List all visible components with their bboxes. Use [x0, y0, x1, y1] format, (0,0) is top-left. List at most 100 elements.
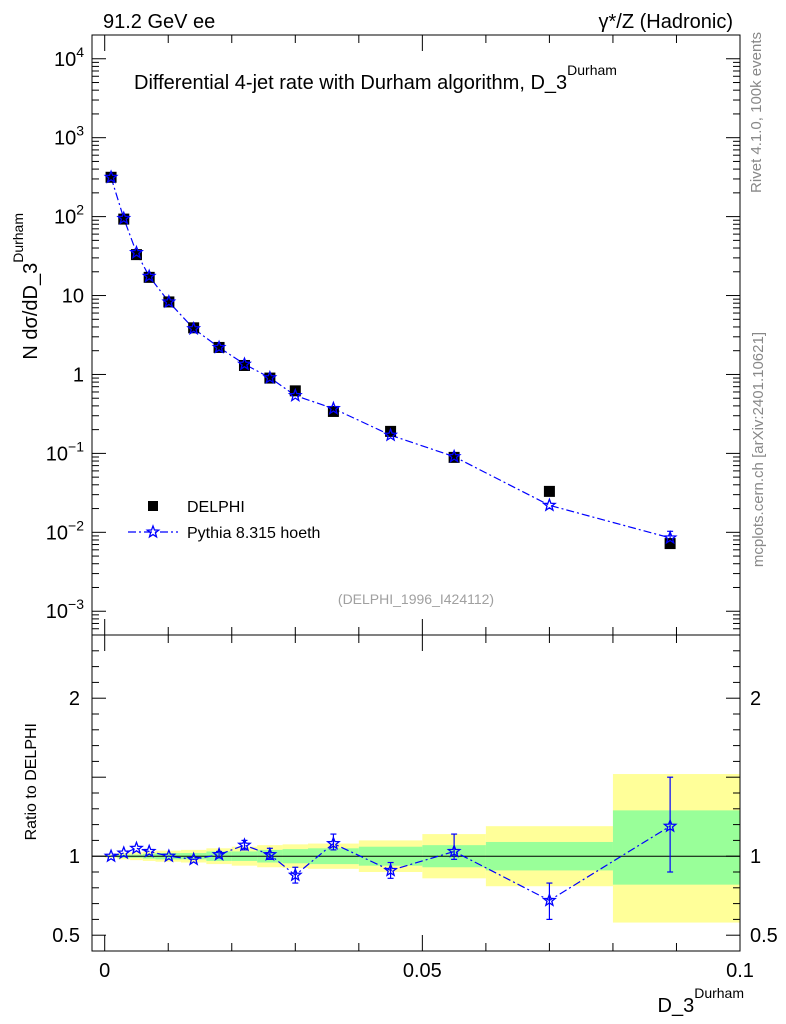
ratio-point — [541, 892, 557, 907]
ratio-y-tick-label-right: 0.5 — [750, 925, 778, 947]
y-tick-label-base: 10 — [46, 443, 68, 465]
data-point — [143, 271, 155, 283]
y-tick-label: 10−1 — [46, 438, 84, 465]
mcplots-label: mcplots.cern.ch [arXiv:2401.10621] — [750, 332, 767, 567]
y-tick-label-base: 1 — [73, 364, 84, 386]
mc-point — [287, 387, 303, 402]
mc-point — [116, 210, 132, 225]
y-tick-label-exponent: 3 — [76, 123, 84, 139]
mc-point — [186, 320, 202, 336]
mc-point — [383, 427, 399, 442]
x-tick-label: 0.1 — [726, 960, 754, 982]
ratio-series — [103, 776, 678, 921]
watermark: (DELPHI_1996_I424112) — [338, 591, 494, 607]
ratio-y-axis-label: Ratio to DELPHI — [23, 723, 40, 840]
y-tick-label: 10 — [62, 286, 84, 308]
ratio-point — [236, 837, 252, 852]
ratio-point — [662, 818, 678, 833]
y-tick-label: 103 — [54, 123, 84, 150]
x-tick-labels: 0 0.05 0.1 — [99, 960, 754, 982]
y-tick-label-base: 10 — [54, 128, 76, 150]
data-point — [213, 341, 225, 353]
y-tick-label-base: 10 — [46, 601, 68, 623]
legend-label-pythia: Pythia 8.315 hoeth — [187, 525, 320, 542]
mc-point — [141, 268, 157, 283]
legend: DELPHI Pythia 8.315 hoeth — [128, 499, 320, 542]
main-axis-ticks — [92, 34, 741, 636]
mc-point — [262, 369, 278, 385]
main-title-superscript: Durham — [567, 62, 617, 78]
mc-series — [110, 177, 674, 543]
data-point — [238, 359, 250, 371]
ratio-point — [383, 862, 399, 877]
y-tick-label-exponent: −1 — [68, 438, 84, 454]
y-tick-label-exponent: 2 — [76, 202, 84, 218]
ratio-point — [103, 848, 119, 863]
mc-point — [446, 448, 462, 463]
ratio-point — [446, 843, 462, 858]
ratio-point — [287, 867, 303, 882]
ratio-y-tick-label-right: 2 — [750, 688, 761, 710]
ratio-band-inner — [612, 810, 740, 885]
ratio-point — [186, 851, 202, 866]
mc-point — [128, 244, 144, 259]
x-axis-label-superscript: Durham — [694, 985, 744, 1001]
legend-label-delphi: DELPHI — [187, 499, 245, 516]
legend-marker-pythia — [145, 524, 161, 539]
header-process: γ*/Z (Hadronic) — [599, 11, 733, 33]
mc-point — [236, 356, 252, 371]
mc-point — [211, 339, 227, 354]
rivet-label: Rivet 4.1.0, 100k events — [748, 32, 765, 193]
y-tick-label: 102 — [54, 202, 84, 229]
main-title-text: Differential 4-jet rate with Durham algo… — [134, 72, 567, 94]
mc-point — [103, 169, 119, 184]
data-point — [664, 538, 676, 550]
data-point — [188, 322, 200, 334]
ratio-y-tick-labels: 0.5 1 2 — [52, 688, 80, 947]
y-tick-label: 10−2 — [46, 517, 84, 544]
main-y-axis-label-superscript: Durham — [10, 213, 26, 263]
ratio-point — [116, 845, 132, 860]
y-tick-label: 104 — [54, 44, 84, 71]
ratio-point — [211, 846, 227, 861]
mc-point — [662, 530, 678, 545]
mc-point — [325, 400, 341, 415]
ratio-point — [325, 835, 341, 850]
y-tick-label-exponent: 4 — [76, 44, 84, 60]
mc-line — [110, 177, 671, 539]
main-panel-frame — [91, 34, 741, 636]
y-tick-label-base: 10 — [54, 49, 76, 71]
x-axis-label-text: D_3 — [658, 995, 695, 1017]
x-tick-label: 0 — [99, 960, 110, 982]
ratio-point — [161, 848, 177, 863]
y-tick-label-exponent: −2 — [68, 517, 84, 533]
ratio-point — [262, 846, 278, 861]
data-point — [163, 296, 175, 308]
main-y-axis-label-text: N dσ/dD_3 — [20, 263, 42, 360]
y-tick-label-exponent: −3 — [68, 596, 84, 612]
ratio-line — [110, 825, 671, 902]
ratio-point — [141, 843, 157, 858]
x-axis-label: D_3Durham — [658, 985, 745, 1017]
y-tick-label: 10−3 — [46, 596, 84, 623]
x-tick-label: 0.05 — [403, 960, 442, 982]
data-point — [264, 372, 276, 384]
ratio-uncertainty-bands — [104, 774, 740, 923]
data-point — [118, 213, 130, 225]
ratio-y-tick-label: 2 — [69, 688, 80, 710]
ratio-y-tick-label: 0.5 — [52, 925, 80, 947]
ratio-y-tick-label: 1 — [69, 846, 80, 868]
data-point — [448, 451, 460, 463]
ratio-y-tick-label-right: 1 — [750, 846, 761, 868]
y-tick-label-base: 10 — [46, 522, 68, 544]
data-point — [385, 425, 397, 437]
data-point — [543, 485, 555, 497]
main-title: Differential 4-jet rate with Durham algo… — [134, 62, 617, 94]
header-energy: 91.2 GeV ee — [103, 11, 215, 33]
main-y-axis-label: N dσ/dD_3Durham — [10, 213, 42, 360]
ratio-axis-ticks — [92, 635, 741, 951]
data-point — [105, 171, 117, 183]
